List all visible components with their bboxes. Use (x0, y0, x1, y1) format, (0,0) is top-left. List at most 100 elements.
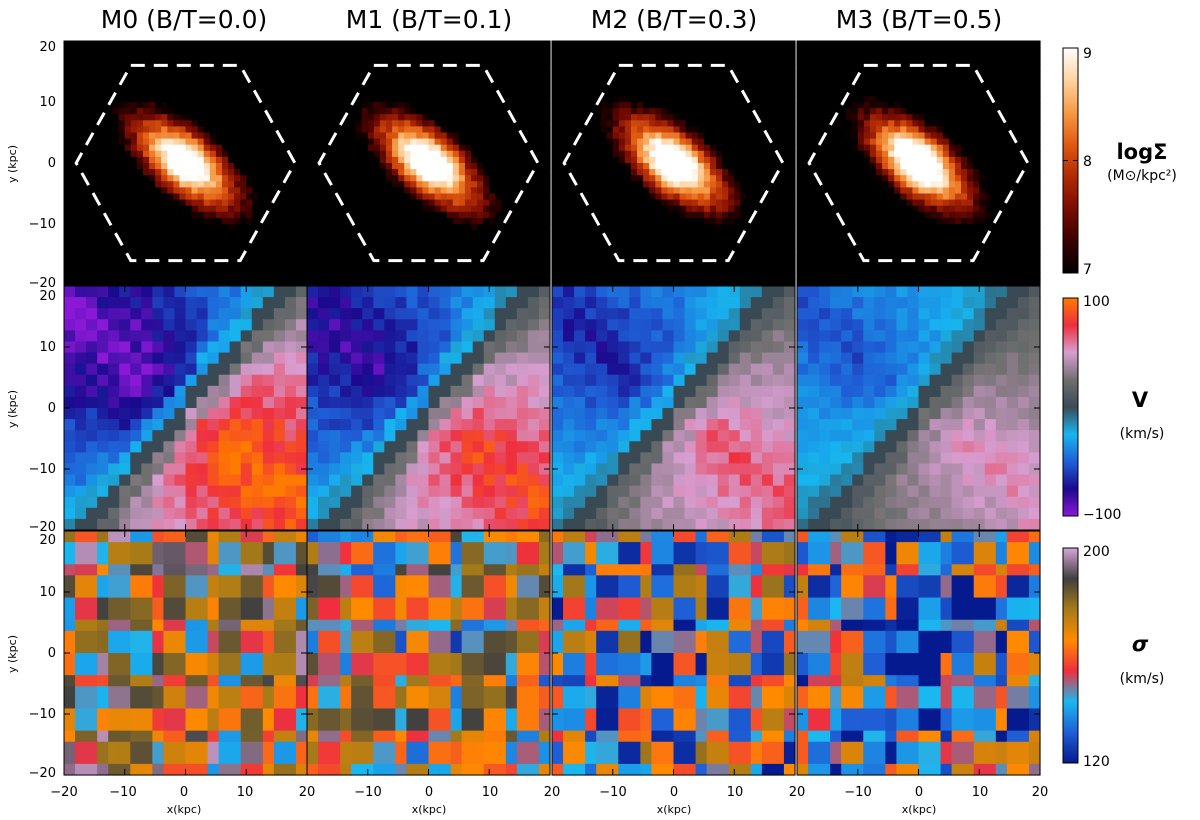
map-cell (570, 120, 577, 127)
map-cell (319, 53, 326, 60)
map-cell (130, 126, 138, 134)
map-cell (82, 150, 89, 158)
map-cell (570, 205, 577, 213)
map-cell (94, 266, 102, 274)
map-cell (161, 71, 168, 79)
map-cell (185, 83, 193, 91)
map-cell (788, 242, 796, 249)
map-cell (782, 266, 790, 274)
map-cell (1009, 41, 1017, 48)
map-cell (355, 126, 363, 134)
map-cell (924, 53, 932, 60)
map-cell (815, 53, 822, 60)
map-cell (637, 254, 644, 262)
map-cell (667, 65, 675, 73)
map-cell (149, 102, 156, 109)
map-cell (343, 150, 351, 158)
map-cell (537, 120, 545, 127)
map-cell (637, 181, 644, 188)
map-cell (752, 41, 760, 48)
map-cell (477, 150, 484, 158)
map-cell (343, 71, 351, 79)
map-cell (782, 236, 790, 243)
map-cell (655, 224, 662, 231)
map-cell (124, 163, 132, 170)
map-cell (594, 144, 602, 152)
map-cell (422, 211, 430, 219)
map-cell (398, 199, 405, 207)
map-cell (452, 248, 460, 256)
map-cell (685, 59, 693, 66)
map-cell (416, 181, 424, 188)
map-cell (734, 224, 741, 231)
map-cell (471, 169, 478, 176)
map-cell (313, 242, 320, 249)
map-cell (722, 224, 729, 231)
map-cell (416, 278, 424, 286)
map-cell (531, 95, 539, 103)
map-cell (537, 236, 545, 243)
map-cell (185, 199, 193, 207)
map-cell (367, 266, 375, 274)
map-cell (343, 132, 351, 140)
map-cell (228, 77, 235, 85)
map-cell (270, 89, 278, 97)
map-cell (136, 120, 144, 127)
map-cell (361, 83, 369, 91)
map-cell (191, 47, 199, 54)
map-cell (770, 83, 778, 91)
map-cell (434, 71, 442, 79)
map-cell (679, 217, 687, 225)
map-cell (398, 224, 405, 231)
map-cell (495, 260, 502, 268)
map-cell (313, 53, 320, 60)
map-cell (319, 41, 326, 48)
map-cell (282, 138, 290, 146)
map-cell (203, 260, 211, 268)
map-cell (161, 236, 168, 243)
map-cell (643, 83, 650, 91)
map-cell (582, 169, 590, 176)
map-cell (489, 95, 496, 103)
map-cell (797, 41, 804, 48)
map-cell (489, 138, 496, 146)
map-cell (349, 181, 357, 188)
map-cell (703, 230, 711, 237)
map-cell (594, 83, 602, 91)
map-cell (582, 144, 590, 152)
map-cell (661, 181, 669, 188)
map-cell (673, 248, 681, 256)
map-cell (630, 95, 638, 103)
map-cell (582, 132, 590, 140)
map-cell (513, 205, 521, 213)
map-cell (489, 211, 496, 219)
map-cell (679, 181, 687, 188)
map-cell (440, 175, 448, 182)
map-cell (770, 95, 778, 103)
map-cell (471, 144, 478, 152)
map-cell (149, 193, 156, 201)
map-cell (258, 132, 266, 140)
map-cell (276, 169, 284, 176)
map-cell (440, 150, 448, 158)
map-cell (410, 102, 417, 109)
map-cell (440, 126, 448, 134)
map-cell (643, 242, 650, 249)
map-cell (385, 150, 393, 158)
map-cell (452, 132, 460, 140)
map-cell (100, 132, 108, 140)
map-cell (385, 193, 393, 201)
map-cell (507, 230, 515, 237)
map-cell (507, 175, 515, 182)
map-cell (240, 89, 247, 97)
map-cell (300, 108, 308, 115)
map-cell (552, 266, 559, 274)
map-cell (398, 120, 405, 127)
map-cell (788, 272, 796, 280)
map-cell (112, 59, 120, 66)
map-cell (130, 211, 138, 219)
map-cell (489, 156, 496, 164)
map-cell (410, 272, 417, 280)
map-cell (282, 102, 290, 109)
map-cell (734, 71, 741, 79)
